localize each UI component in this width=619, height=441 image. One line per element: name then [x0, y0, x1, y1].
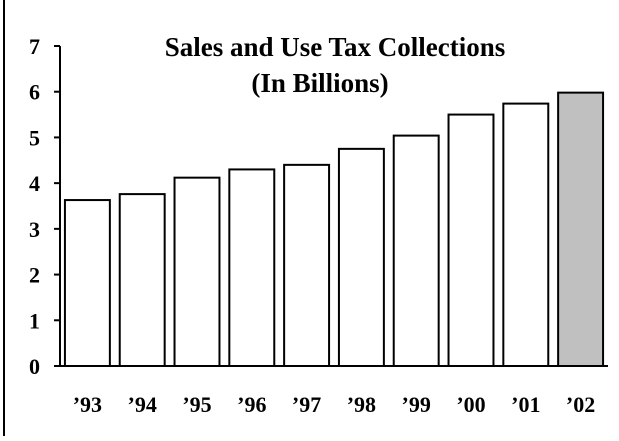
bar-9 — [557, 91, 605, 367]
y-tick-label: 3 — [29, 217, 40, 242]
chart-title: Sales and Use Tax Collections — [165, 32, 506, 62]
y-tick-label: 7 — [29, 34, 40, 59]
y-tick-label: 2 — [29, 263, 40, 288]
y-tick-label: 0 — [29, 354, 40, 379]
bar-2 — [173, 176, 221, 367]
x-tick-label: ’02 — [566, 392, 595, 417]
bar-3 — [228, 168, 276, 367]
y-ticks: 0 1 2 3 4 5 6 7 — [29, 34, 60, 379]
bar-1 — [118, 193, 166, 367]
bar-4 — [283, 163, 331, 367]
x-tick-labels: ’93 ’94 ’95 ’96 ’97 ’98 ’99 ’00 ’01 ’02 — [73, 392, 596, 417]
x-tick-label: ’93 — [73, 392, 102, 417]
bar-8 — [502, 102, 550, 367]
x-tick-label: ’01 — [511, 392, 540, 417]
y-tick-label: 5 — [29, 125, 40, 150]
x-tick-label: ’94 — [128, 392, 157, 417]
bar-5 — [337, 147, 385, 367]
x-tick-label: ’97 — [292, 392, 321, 417]
x-tick-label: ’95 — [182, 392, 211, 417]
bar-6 — [392, 134, 440, 367]
y-tick-label: 6 — [29, 80, 40, 105]
y-tick-label: 4 — [29, 171, 40, 196]
x-tick-label: ’96 — [237, 392, 266, 417]
chart-subtitle: (In Billions) — [251, 68, 388, 98]
x-tick-label: ’98 — [347, 392, 376, 417]
x-tick-label: ’00 — [456, 392, 485, 417]
x-tick-label: ’99 — [402, 392, 431, 417]
bar-0 — [63, 199, 111, 367]
bar-7 — [447, 113, 495, 367]
bars — [63, 91, 605, 367]
y-tick-label: 1 — [29, 308, 40, 333]
